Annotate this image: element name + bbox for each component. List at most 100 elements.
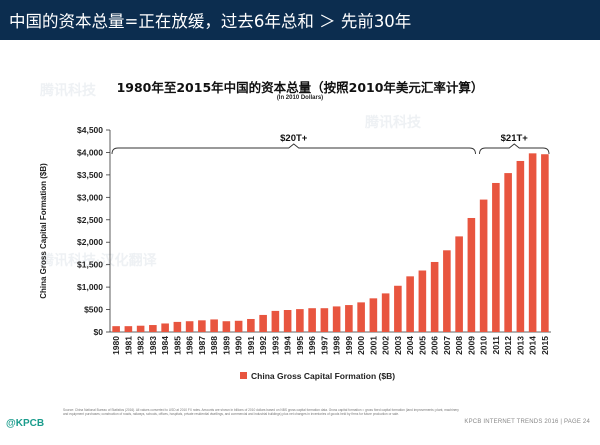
x-tick-label: 2014 bbox=[528, 336, 538, 355]
bar bbox=[443, 250, 451, 332]
bar bbox=[198, 320, 206, 332]
y-tick-label: $1,500 bbox=[77, 260, 103, 270]
x-tick-label: 2005 bbox=[417, 336, 427, 355]
x-tick-label: 1987 bbox=[197, 336, 207, 355]
y-tick-label: $3,500 bbox=[77, 170, 103, 180]
bar bbox=[124, 326, 133, 332]
x-tick-label: 1983 bbox=[148, 336, 158, 355]
bar bbox=[345, 305, 353, 332]
x-tick-label: 1994 bbox=[283, 336, 293, 355]
bar bbox=[357, 302, 365, 332]
x-tick-label: 1980 bbox=[111, 336, 121, 355]
bar bbox=[271, 310, 280, 332]
x-tick-label: 1989 bbox=[221, 336, 231, 355]
x-tick-label: 2001 bbox=[368, 336, 378, 355]
page-footer: KPCB INTERNET TRENDS 2016 | PAGE 24 bbox=[464, 419, 590, 425]
x-tick-label: 2007 bbox=[442, 336, 452, 355]
bar bbox=[222, 321, 231, 332]
bar bbox=[173, 321, 182, 332]
y-tick-label: $500 bbox=[84, 305, 103, 315]
x-tick-label: 2015 bbox=[540, 336, 550, 355]
x-tick-label: 2010 bbox=[479, 336, 489, 355]
bar bbox=[161, 323, 169, 332]
annotation-bracket bbox=[479, 143, 550, 155]
bar bbox=[418, 270, 427, 332]
bar bbox=[320, 308, 329, 332]
bar bbox=[369, 298, 378, 332]
bar bbox=[234, 320, 243, 332]
kpcb-logo: @KPCB bbox=[6, 418, 45, 429]
bar bbox=[210, 319, 218, 332]
bar bbox=[394, 285, 402, 332]
x-tick-label: 1993 bbox=[270, 336, 280, 355]
bar bbox=[185, 321, 194, 332]
x-tick-label: 1990 bbox=[234, 336, 244, 355]
y-tick-label: $4,000 bbox=[77, 147, 103, 157]
bar bbox=[430, 261, 439, 332]
bar bbox=[504, 173, 512, 332]
y-tick-label: $1,000 bbox=[77, 282, 103, 292]
x-tick-label: 2008 bbox=[454, 336, 464, 355]
bar bbox=[283, 310, 292, 332]
bar bbox=[149, 325, 157, 332]
legend-label: China Gross Capital Formation ($B) bbox=[251, 371, 395, 381]
x-tick-label: 2013 bbox=[515, 336, 525, 355]
bar bbox=[308, 308, 316, 332]
x-tick-label: 1982 bbox=[136, 336, 146, 355]
x-tick-label: 1995 bbox=[295, 336, 305, 355]
bar bbox=[406, 276, 414, 332]
y-tick-label: $2,500 bbox=[77, 215, 103, 225]
y-tick-label: $2,000 bbox=[77, 237, 103, 247]
x-tick-label: 2012 bbox=[503, 336, 513, 355]
bar bbox=[479, 199, 488, 332]
bar bbox=[247, 318, 255, 332]
x-tick-label: 2003 bbox=[393, 336, 403, 355]
slide-title: 中国的资本总量=正在放缓，过去6年总和 ＞ 先前30年 bbox=[9, 12, 412, 31]
x-tick-label: 1988 bbox=[209, 336, 219, 355]
x-tick-label: 1996 bbox=[307, 336, 317, 355]
x-tick-label: 1991 bbox=[246, 336, 256, 355]
x-tick-label: 2004 bbox=[405, 336, 415, 355]
bar bbox=[136, 325, 145, 332]
x-tick-label: 2011 bbox=[491, 336, 501, 355]
annotation-bracket bbox=[111, 143, 476, 155]
x-tick-label: 1992 bbox=[258, 336, 268, 355]
x-tick-label: 1984 bbox=[160, 336, 170, 355]
annotation-label: $21T+ bbox=[501, 133, 529, 144]
watermark-1: 腾讯科技 bbox=[40, 82, 96, 98]
x-tick-label: 2000 bbox=[356, 336, 366, 355]
x-tick-label: 1985 bbox=[172, 336, 182, 355]
bar bbox=[541, 154, 549, 332]
source-note: Source: China National Bureau of Statist… bbox=[63, 408, 459, 417]
x-tick-label: 2002 bbox=[381, 336, 391, 355]
bar bbox=[528, 153, 537, 332]
x-tick-label: 1981 bbox=[123, 336, 133, 355]
bar bbox=[381, 293, 390, 332]
x-tick-label: 1997 bbox=[319, 336, 329, 355]
bar bbox=[259, 314, 267, 332]
legend-swatch bbox=[240, 372, 247, 379]
annotation-label: $20T+ bbox=[280, 133, 308, 144]
watermark-2: 腾讯科技 bbox=[365, 114, 421, 130]
y-tick-label: $3,000 bbox=[77, 192, 103, 202]
x-tick-label: 2006 bbox=[430, 336, 440, 355]
x-tick-label: 1998 bbox=[332, 336, 342, 355]
x-tick-label: 1986 bbox=[185, 336, 195, 355]
bar bbox=[455, 236, 463, 332]
bar bbox=[332, 306, 341, 332]
y-tick-label: $4,500 bbox=[77, 125, 103, 135]
bar bbox=[296, 309, 304, 332]
bar bbox=[467, 217, 476, 332]
header-bar: 中国的资本总量=正在放缓，过去6年总和 ＞ 先前30年 bbox=[0, 0, 600, 40]
x-tick-label: 1999 bbox=[344, 336, 354, 355]
y-axis-label: China Gross Capital Formation ($B) bbox=[39, 163, 48, 299]
bar bbox=[492, 182, 500, 332]
y-tick-label: $0 bbox=[94, 327, 104, 337]
chart-title: 1980年至2015年中国的资本总量（按照2010年美元汇率计算） bbox=[116, 80, 484, 95]
x-tick-label: 2009 bbox=[466, 336, 476, 355]
bar bbox=[516, 160, 525, 332]
bar bbox=[112, 326, 120, 332]
chart-subtitle: (In 2010 Dollars) bbox=[276, 95, 324, 101]
watermark-3: 腾讯科技·汉化翻译 bbox=[40, 252, 157, 268]
